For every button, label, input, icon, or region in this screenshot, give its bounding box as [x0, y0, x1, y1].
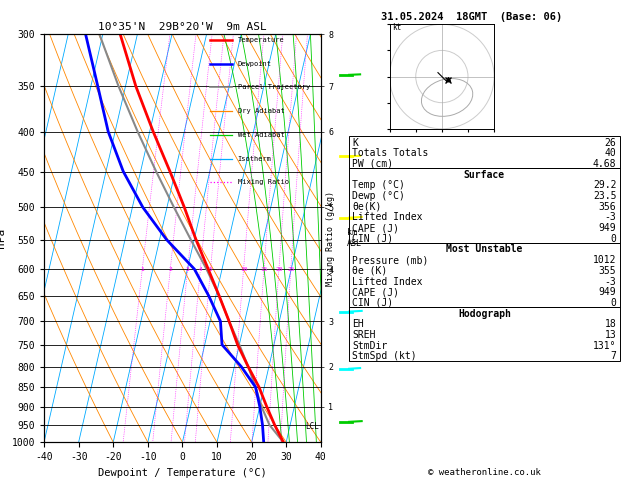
Text: 356: 356	[599, 202, 616, 212]
Text: SREH: SREH	[352, 330, 376, 340]
Text: 131°: 131°	[593, 341, 616, 351]
Text: Temp (°C): Temp (°C)	[352, 180, 405, 191]
Text: Most Unstable: Most Unstable	[446, 244, 523, 255]
Text: 2: 2	[169, 266, 172, 272]
Text: 1: 1	[140, 266, 144, 272]
Text: 7: 7	[611, 351, 616, 362]
Text: 949: 949	[599, 287, 616, 297]
Text: 13: 13	[604, 330, 616, 340]
Text: Dry Adiabat: Dry Adiabat	[238, 108, 284, 114]
Text: Mixing Ratio (g/kg): Mixing Ratio (g/kg)	[326, 191, 335, 286]
Text: Pressure (mb): Pressure (mb)	[352, 255, 428, 265]
Text: Wet Adiabat: Wet Adiabat	[238, 132, 284, 138]
Text: 26: 26	[604, 138, 616, 148]
Text: Totals Totals: Totals Totals	[352, 148, 428, 158]
Y-axis label: km
ASL: km ASL	[347, 228, 362, 248]
Text: -3: -3	[604, 277, 616, 287]
Text: 355: 355	[599, 266, 616, 276]
Text: K: K	[352, 138, 358, 148]
Text: -3: -3	[604, 212, 616, 223]
Text: CIN (J): CIN (J)	[352, 298, 393, 308]
Text: 0: 0	[611, 298, 616, 308]
Text: 5: 5	[209, 266, 213, 272]
Text: CAPE (J): CAPE (J)	[352, 223, 399, 233]
Text: 40: 40	[604, 148, 616, 158]
Text: kt: kt	[392, 22, 401, 32]
Text: Dewpoint: Dewpoint	[238, 61, 272, 67]
Text: Mixing Ratio: Mixing Ratio	[238, 179, 289, 185]
Text: CAPE (J): CAPE (J)	[352, 287, 399, 297]
Text: Surface: Surface	[464, 170, 505, 180]
Text: Hodograph: Hodograph	[458, 309, 511, 319]
Text: CIN (J): CIN (J)	[352, 234, 393, 244]
Text: Dewp (°C): Dewp (°C)	[352, 191, 405, 201]
Text: 0: 0	[611, 234, 616, 244]
Title: 10°35'N  29B°20'W  9m ASL: 10°35'N 29B°20'W 9m ASL	[98, 22, 267, 32]
Text: θe (K): θe (K)	[352, 266, 387, 276]
Text: 4: 4	[199, 266, 203, 272]
Text: 1012: 1012	[593, 255, 616, 265]
Text: 18: 18	[604, 319, 616, 330]
Text: 25: 25	[287, 266, 294, 272]
Text: Temperature: Temperature	[238, 37, 284, 43]
Y-axis label: hPa: hPa	[0, 228, 6, 248]
Text: Parcel Trajectory: Parcel Trajectory	[238, 85, 310, 90]
Text: LCL: LCL	[305, 422, 319, 431]
Text: StmDir: StmDir	[352, 341, 387, 351]
Text: Lifted Index: Lifted Index	[352, 212, 423, 223]
Text: Lifted Index: Lifted Index	[352, 277, 423, 287]
Text: 31.05.2024  18GMT  (Base: 06): 31.05.2024 18GMT (Base: 06)	[381, 12, 562, 22]
Text: 29.2: 29.2	[593, 180, 616, 191]
Text: 3: 3	[186, 266, 189, 272]
Text: 20: 20	[275, 266, 282, 272]
Text: PW (cm): PW (cm)	[352, 159, 393, 169]
Text: 4.68: 4.68	[593, 159, 616, 169]
X-axis label: Dewpoint / Temperature (°C): Dewpoint / Temperature (°C)	[98, 468, 267, 478]
Text: θe(K): θe(K)	[352, 202, 382, 212]
Text: Isotherm: Isotherm	[238, 156, 272, 161]
Text: 949: 949	[599, 223, 616, 233]
Text: EH: EH	[352, 319, 364, 330]
Text: StmSpd (kt): StmSpd (kt)	[352, 351, 417, 362]
Text: 23.5: 23.5	[593, 191, 616, 201]
Text: 10: 10	[240, 266, 247, 272]
Text: 15: 15	[260, 266, 268, 272]
Text: © weatheronline.co.uk: © weatheronline.co.uk	[428, 468, 541, 477]
